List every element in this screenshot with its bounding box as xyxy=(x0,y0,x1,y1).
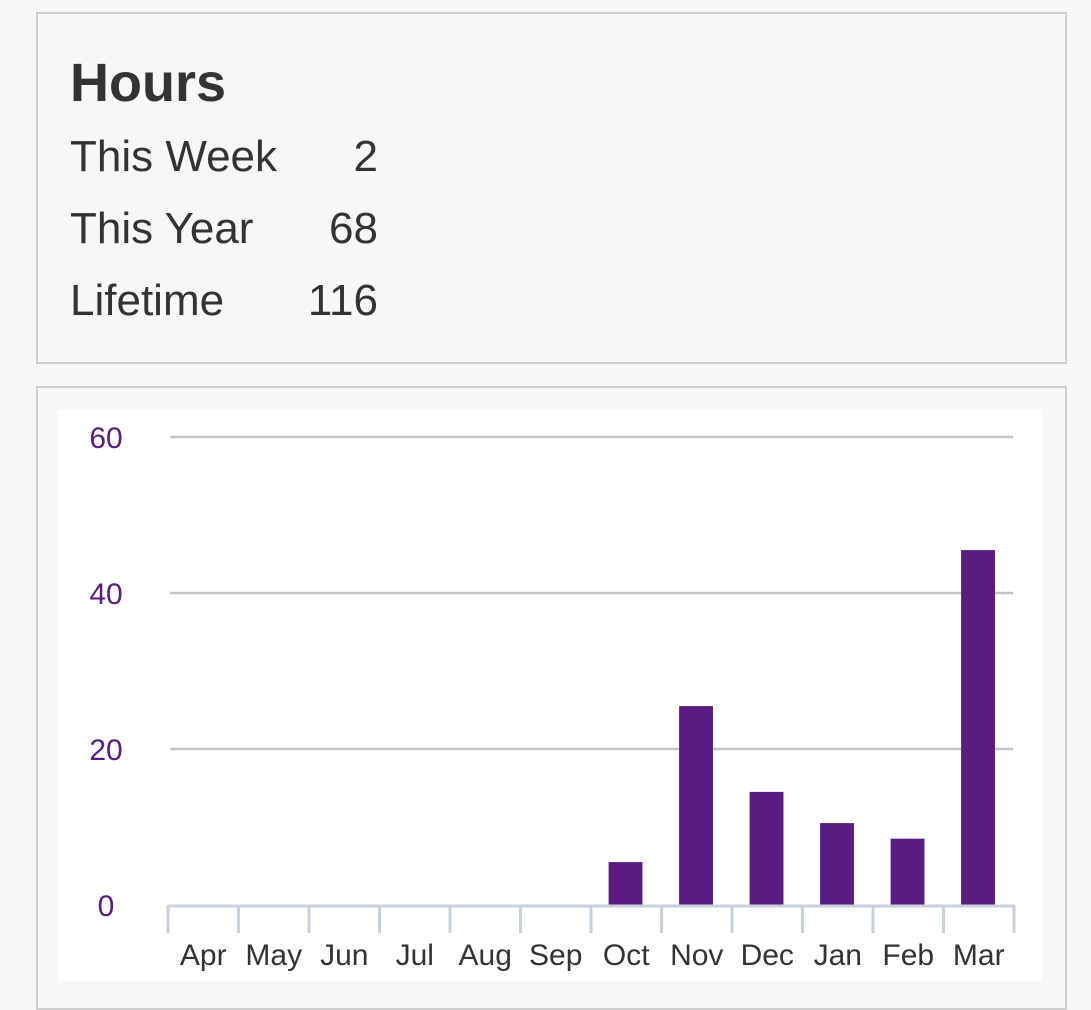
bar-nov xyxy=(679,706,713,905)
hours-title: Hours xyxy=(70,53,227,113)
x-tick-label: Jul xyxy=(396,939,434,972)
stat-value: 2 xyxy=(353,132,378,181)
x-tick-label: Sep xyxy=(529,939,582,972)
stat-value: 116 xyxy=(307,276,378,325)
x-tick-label: Oct xyxy=(603,939,650,972)
y-tick-label: 0 xyxy=(98,890,115,923)
chart-background xyxy=(58,410,1042,981)
y-tick-label: 40 xyxy=(89,578,122,611)
stat-row-this-year: This Year 68 xyxy=(70,204,378,254)
x-tick-label: Aug xyxy=(459,939,512,972)
stat-row-lifetime: Lifetime 116 xyxy=(70,276,378,326)
hours-summary-panel: Hours This Week 2 This Year 68 Lifetime … xyxy=(36,12,1067,364)
x-tick-label: Jun xyxy=(320,939,368,972)
stat-row-this-week: This Week 2 xyxy=(70,132,378,182)
bar-dec xyxy=(749,791,784,905)
y-tick-label: 20 xyxy=(89,734,122,767)
bar-feb xyxy=(890,838,925,905)
bar-oct xyxy=(608,862,643,905)
stat-label: This Week xyxy=(70,132,278,181)
y-tick-label: 60 xyxy=(89,422,122,455)
monthly-hours-chart: 0 20 40 60 Apr May Jun Jul Aug Sep Oct Nov Dec Jan Feb… xyxy=(58,410,1042,981)
x-tick-label: Mar xyxy=(953,939,1005,972)
x-tick-label: Nov xyxy=(670,939,723,972)
bar-jan xyxy=(820,823,854,905)
x-tick-label: May xyxy=(245,939,302,972)
x-tick-label: Dec xyxy=(741,939,794,972)
stat-label: Lifetime xyxy=(70,276,225,325)
x-tick-label: Apr xyxy=(180,939,227,972)
stat-label: This Year xyxy=(70,204,254,253)
x-tick-label: Feb xyxy=(882,939,934,972)
bar-mar xyxy=(961,550,995,905)
stat-value: 68 xyxy=(329,204,378,253)
x-tick-label: Jan xyxy=(814,939,862,972)
